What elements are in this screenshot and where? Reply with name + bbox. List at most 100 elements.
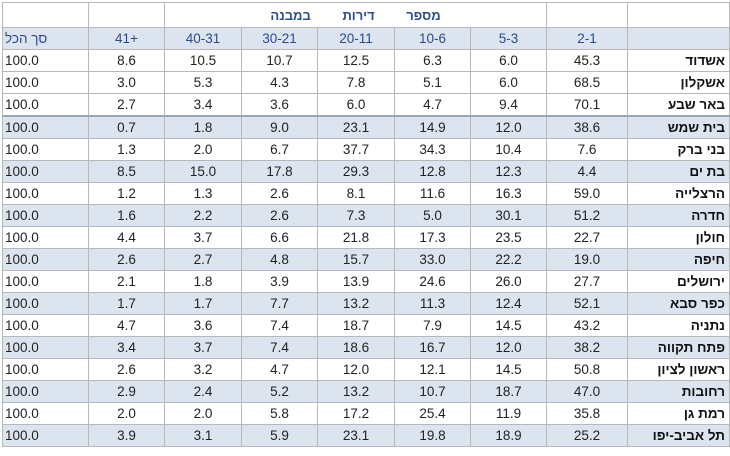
- value-cell: 29.3: [317, 160, 395, 183]
- value-cell: 5.3: [164, 71, 242, 94]
- column-header: סך הכל: [2, 27, 89, 50]
- banner-row: מספר דירות במבנה: [2, 2, 730, 28]
- total-cell: 100.0: [2, 402, 89, 425]
- city-name: תל אביב-יפו: [627, 424, 730, 447]
- city-name: נתניה: [627, 314, 730, 337]
- value-cell: 3.7: [164, 336, 242, 359]
- value-cell: 34.3: [394, 138, 471, 161]
- value-cell: 12.8: [394, 160, 471, 183]
- value-cell: 4.7: [394, 93, 471, 117]
- value-cell: 37.7: [317, 138, 395, 161]
- value-cell: 8.5: [88, 160, 165, 183]
- value-cell: 2.6: [241, 204, 318, 227]
- total-cell: 100.0: [2, 424, 89, 447]
- value-cell: 14.5: [470, 358, 547, 381]
- value-cell: 6.0: [470, 71, 547, 94]
- value-cell: 59.0: [546, 182, 628, 205]
- value-cell: 0.7: [88, 115, 165, 139]
- table-row: 100.0 3.9 3.1 5.9 23.1 19.8 18.9 25.2 תל אביב-יפ…: [2, 424, 730, 447]
- value-cell: 17.3: [394, 226, 471, 249]
- value-cell: 14.9: [394, 115, 471, 139]
- value-cell: 6.6: [241, 226, 318, 249]
- total-cell: 100.0: [2, 248, 89, 271]
- value-cell: 2.2: [164, 204, 242, 227]
- value-cell: 4.4: [88, 226, 165, 249]
- value-cell: 12.5: [317, 49, 395, 72]
- value-cell: 27.7: [546, 270, 628, 293]
- total-cell: 100.0: [2, 314, 89, 337]
- value-cell: 68.5: [546, 71, 628, 94]
- value-cell: 3.6: [241, 93, 318, 117]
- value-cell: 7.9: [394, 314, 471, 337]
- value-cell: 9.4: [470, 93, 547, 117]
- table-row: 100.0 1.6 2.2 2.6 7.3 5.0 30.1 51.2 חדרה: [2, 204, 730, 227]
- value-cell: 12.0: [317, 358, 395, 381]
- city-name: אשדוד: [627, 49, 730, 72]
- value-cell: 10.5: [164, 49, 242, 72]
- value-cell: 7.8: [317, 71, 395, 94]
- total-cell: 100.0: [2, 292, 89, 315]
- value-cell: 4.7: [88, 314, 165, 337]
- value-cell: 2.4: [164, 380, 242, 403]
- value-cell: 30.1: [470, 204, 547, 227]
- value-cell: 19.0: [546, 248, 628, 271]
- city-name: חדרה: [627, 204, 730, 227]
- column-header: 5-3: [470, 27, 547, 50]
- table-row: 100.0 2.6 2.7 4.8 15.7 33.0 22.2 19.0 חיפה: [2, 248, 730, 271]
- apartments-table: מספר דירות במבנה סך הכל 41+ 40-31 30-21 …: [2, 2, 730, 447]
- city-name: ראשון לציון: [627, 358, 730, 381]
- total-cell: 100.0: [2, 71, 89, 94]
- value-cell: 10.7: [241, 49, 318, 72]
- value-cell: 5.8: [241, 402, 318, 425]
- table-row: 100.0 3.4 3.7 7.4 18.6 16.7 12.0 38.2 פתח תקווה: [2, 336, 730, 359]
- table-row: 100.0 1.2 1.3 2.6 8.1 11.6 16.3 59.0 הרצלייה: [2, 182, 730, 205]
- value-cell: 3.7: [164, 226, 242, 249]
- value-cell: 15.7: [317, 248, 395, 271]
- value-cell: 11.9: [470, 402, 547, 425]
- value-cell: 26.0: [470, 270, 547, 293]
- city-name: באר שבע: [627, 93, 730, 117]
- column-header: 2-1: [546, 27, 628, 50]
- total-cell: 100.0: [2, 182, 89, 205]
- value-cell: 6.3: [394, 49, 471, 72]
- value-cell: 4.3: [241, 71, 318, 94]
- value-cell: 3.6: [164, 314, 242, 337]
- value-cell: 12.1: [394, 358, 471, 381]
- column-header-row: סך הכל 41+ 40-31 30-21 20-11 10-6 5-3 2-…: [2, 27, 730, 50]
- value-cell: 2.6: [88, 358, 165, 381]
- column-header: 10-6: [394, 27, 471, 50]
- value-cell: 1.3: [88, 138, 165, 161]
- value-cell: 4.7: [241, 358, 318, 381]
- value-cell: 2.6: [88, 248, 165, 271]
- value-cell: 8.6: [88, 49, 165, 72]
- total-cell: 100.0: [2, 336, 89, 359]
- value-cell: 18.7: [470, 380, 547, 403]
- value-cell: 8.1: [317, 182, 395, 205]
- value-cell: 1.7: [88, 292, 165, 315]
- table-row: 100.0 0.7 1.8 9.0 23.1 14.9 12.0 38.6 בית שמש: [2, 115, 730, 139]
- total-cell: 100.0: [2, 226, 89, 249]
- value-cell: 25.4: [394, 402, 471, 425]
- value-cell: 12.3: [470, 160, 547, 183]
- value-cell: 10.4: [470, 138, 547, 161]
- value-cell: 2.0: [164, 402, 242, 425]
- city-name: פתח תקווה: [627, 336, 730, 359]
- value-cell: 3.4: [88, 336, 165, 359]
- banner-word: דירות: [342, 7, 375, 23]
- table-row: 100.0 1.7 1.7 7.7 13.2 11.3 12.4 52.1 כפר סבא: [2, 292, 730, 315]
- value-cell: 3.1: [164, 424, 242, 447]
- value-cell: 12.0: [470, 336, 547, 359]
- table-row: 100.0 2.1 1.8 3.9 13.9 24.6 26.0 27.7 ירושלים: [2, 270, 730, 293]
- city-name: בני ברק: [627, 138, 730, 161]
- value-cell: 70.1: [546, 93, 628, 117]
- table-row: 100.0 4.7 3.6 7.4 18.7 7.9 14.5 43.2 נתניה: [2, 314, 730, 337]
- value-cell: 2.7: [164, 248, 242, 271]
- value-cell: 47.0: [546, 380, 628, 403]
- total-cell: 100.0: [2, 204, 89, 227]
- value-cell: 38.6: [546, 115, 628, 139]
- city-name: רמת גן: [627, 402, 730, 425]
- value-cell: 7.4: [241, 336, 318, 359]
- value-cell: 16.3: [470, 182, 547, 205]
- value-cell: 43.2: [546, 314, 628, 337]
- value-cell: 50.8: [546, 358, 628, 381]
